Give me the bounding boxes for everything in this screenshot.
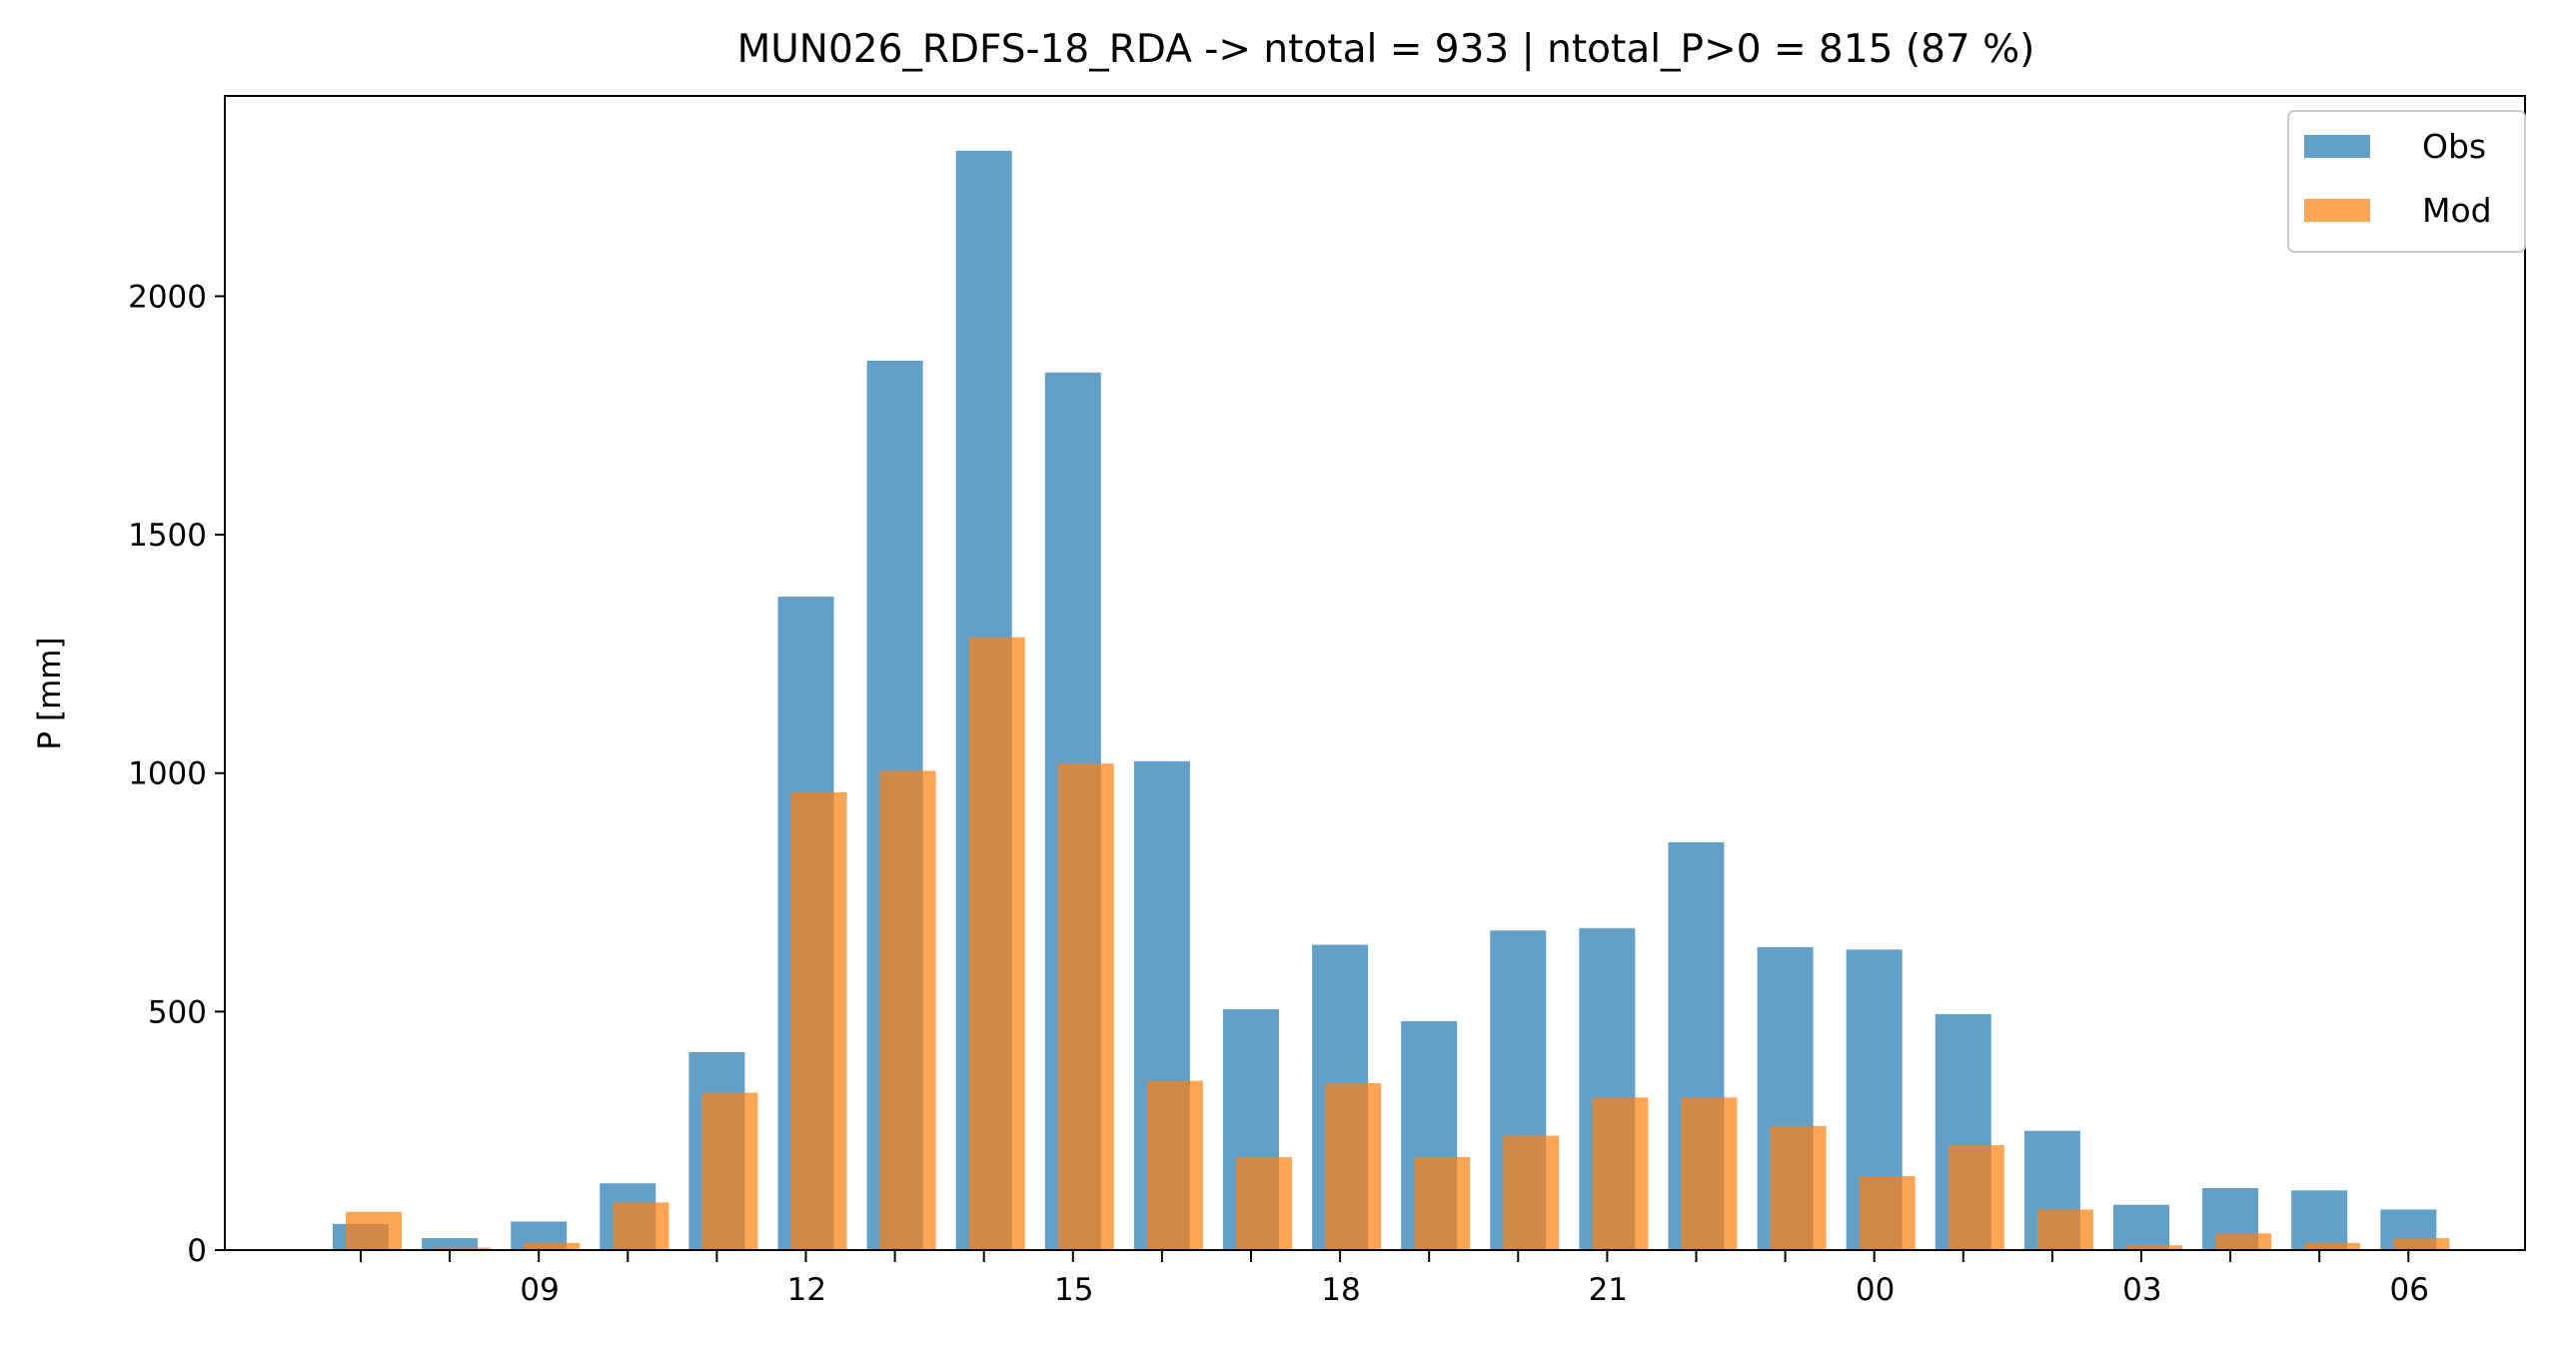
mod-bar-21 xyxy=(1503,1135,1560,1250)
x-tick-label-15: 15 xyxy=(1054,1272,1093,1308)
y-axis-label: P [mm] xyxy=(32,637,68,749)
legend-box xyxy=(2287,110,2526,253)
mod-bar-14 xyxy=(879,770,936,1250)
x-tick-label-09: 09 xyxy=(520,1272,559,1308)
y-tick-label-0: 0 xyxy=(187,1233,207,1269)
y-tick-label-2000: 2000 xyxy=(128,279,207,315)
legend-swatch-obs xyxy=(2304,135,2370,158)
x-tick-label-18: 18 xyxy=(1321,1272,1360,1308)
mod-bar-00 xyxy=(1770,1125,1827,1250)
mod-bar-12 xyxy=(701,1092,758,1250)
mod-bar-07 xyxy=(2393,1238,2450,1250)
mod-bar-19 xyxy=(1325,1083,1382,1250)
mod-bar-17 xyxy=(1146,1080,1203,1250)
chart-title: MUN026_RDFS-18_RDA -> ntotal = 933 | nto… xyxy=(737,27,2035,72)
mod-bar-23 xyxy=(1681,1097,1738,1250)
y-axis: 0 500 1000 1500 2000 xyxy=(128,279,225,1269)
x-tick-label-06: 06 xyxy=(2389,1272,2428,1308)
obs-bar-04 xyxy=(2113,1204,2169,1250)
mod-bar-22 xyxy=(1592,1097,1649,1250)
x-axis: 09 12 15 18 21 00 03 06 xyxy=(360,1250,2429,1308)
mod-bar-10 xyxy=(524,1242,581,1250)
mod-bar-15 xyxy=(968,637,1025,1250)
x-tick-label-12: 12 xyxy=(787,1272,826,1308)
mod-bar-03 xyxy=(2036,1209,2093,1250)
obs-bar-06 xyxy=(2291,1190,2348,1250)
legend: Obs Mod xyxy=(2287,110,2526,253)
mod-bar-13 xyxy=(790,791,847,1250)
legend-swatch-mod xyxy=(2304,199,2370,222)
plot-frame xyxy=(224,95,2526,1251)
mod-bar-01 xyxy=(1859,1176,1916,1250)
y-tick-label-1000: 1000 xyxy=(128,756,207,792)
legend-label-mod: Mod xyxy=(2422,191,2492,230)
mod-bar-06 xyxy=(2304,1242,2361,1250)
mod-bar-04 xyxy=(2126,1245,2182,1250)
mod-series xyxy=(346,637,2450,1250)
y-tick-label-1500: 1500 xyxy=(128,518,207,554)
x-tick-label-21: 21 xyxy=(1589,1272,1628,1308)
obs-bar-09 xyxy=(422,1238,479,1250)
mod-bar-09 xyxy=(435,1247,492,1250)
mod-bar-20 xyxy=(1414,1156,1471,1250)
mod-bar-11 xyxy=(613,1202,669,1250)
mod-bar-08 xyxy=(346,1211,402,1250)
legend-label-obs: Obs xyxy=(2422,127,2486,166)
mod-bar-05 xyxy=(2215,1233,2272,1250)
mod-bar-18 xyxy=(1236,1156,1292,1250)
mod-bar-02 xyxy=(1947,1145,2004,1250)
y-tick-label-500: 500 xyxy=(148,994,207,1030)
mod-bar-16 xyxy=(1057,763,1114,1250)
x-tick-label-03: 03 xyxy=(2122,1272,2161,1308)
x-tick-label-00: 00 xyxy=(1856,1272,1895,1308)
